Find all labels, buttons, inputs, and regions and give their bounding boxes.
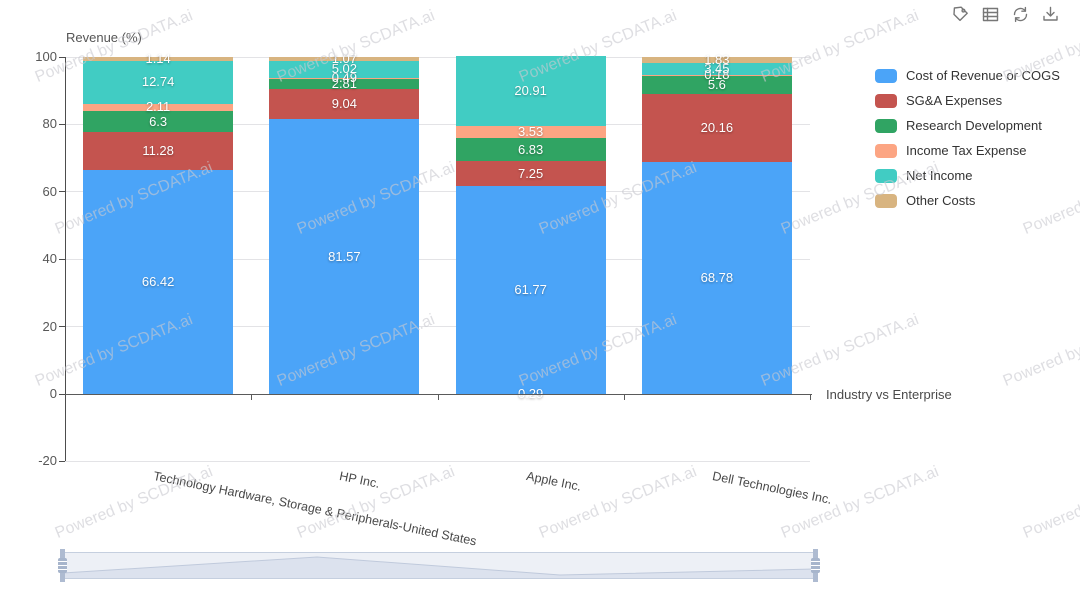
y-tick-label: 100 <box>35 49 57 64</box>
legend-swatch <box>875 143 897 158</box>
legend-swatch <box>875 118 897 133</box>
x-axis-tick <box>810 394 811 400</box>
chart-toolbox <box>951 5 1060 24</box>
x-category-label: HP Inc. <box>338 469 382 491</box>
x-axis-name: Industry vs Enterprise <box>826 387 952 402</box>
data-view-button[interactable] <box>981 5 1000 24</box>
legend-item[interactable]: Cost of Revenue or COGS <box>875 63 1060 88</box>
bar-segment[interactable] <box>641 63 792 75</box>
y-axis-tick <box>59 326 65 328</box>
bar-segment[interactable] <box>455 138 606 162</box>
bar-segment[interactable] <box>83 110 234 133</box>
bar-segment[interactable] <box>269 57 420 61</box>
bar-segment[interactable] <box>269 119 420 394</box>
watermark: Powered by SCDATA.ai <box>778 463 942 542</box>
y-tick-label: 20 <box>42 318 57 334</box>
bar-segment[interactable] <box>269 88 420 120</box>
legend-label: Research Development <box>906 118 1042 133</box>
gridline <box>65 258 810 260</box>
bar-segment[interactable] <box>455 185 606 394</box>
watermark: Powered by SCDATA.ai <box>52 463 216 542</box>
y-tick-label: 0 <box>49 386 57 401</box>
bar-segment[interactable] <box>83 60 234 104</box>
slider-preview <box>63 556 814 578</box>
bar-segment[interactable] <box>269 79 420 89</box>
y-axis-tick <box>59 56 65 58</box>
legend-swatch <box>875 68 897 83</box>
y-tick-label: 80 <box>42 116 57 132</box>
legend-item[interactable]: Net Income <box>875 163 1060 188</box>
watermark: Powered by SCDATA.ai <box>1020 463 1080 542</box>
bar-segment[interactable] <box>641 75 792 95</box>
bar-segment[interactable] <box>641 94 792 163</box>
y-tick-label: 40 <box>42 251 57 267</box>
gridline <box>65 191 810 193</box>
slider-handle-right-grip[interactable] <box>811 558 820 573</box>
legend-item[interactable]: SG&A Expenses <box>875 88 1060 113</box>
legend: Cost of Revenue or COGS SG&A Expenses Rese… <box>875 63 1060 213</box>
bar-segment[interactable] <box>269 77 420 80</box>
download-button[interactable] <box>1041 5 1060 24</box>
bar-segment[interactable] <box>455 56 606 127</box>
bar-segment[interactable] <box>83 57 234 61</box>
bar-segment[interactable] <box>83 103 234 111</box>
legend-swatch <box>875 168 897 183</box>
y-axis-tick <box>59 258 65 260</box>
slider-handle-left-grip[interactable] <box>58 558 67 573</box>
x-axis-tick <box>437 394 439 400</box>
y-tick-label: -20 <box>38 453 57 469</box>
bar-segment[interactable] <box>83 132 234 171</box>
gridline <box>65 123 810 125</box>
x-axis-tick <box>623 394 625 400</box>
data-view-icon <box>982 7 999 22</box>
y-axis-tick <box>59 393 65 395</box>
x-category-label: Apple Inc. <box>524 469 583 494</box>
legend-swatch <box>875 93 897 108</box>
legend-item[interactable]: Other Costs <box>875 188 1060 213</box>
bar-segment[interactable] <box>641 162 792 394</box>
bar-segment[interactable] <box>455 161 606 186</box>
bar-segment[interactable] <box>455 394 606 395</box>
y-axis-tick <box>59 460 65 462</box>
x-category-label: Technology Hardware, Storage & Periphera… <box>152 469 478 549</box>
legend-swatch <box>875 193 897 208</box>
watermark: Powered by SCDATA.ai <box>1000 311 1080 390</box>
legend-label: Other Costs <box>906 193 976 208</box>
legend-item[interactable]: Research Development <box>875 113 1060 138</box>
data-zoom-slider[interactable] <box>62 552 815 579</box>
download-icon <box>1043 6 1058 21</box>
y-axis-title: Revenue (%) <box>66 30 142 45</box>
y-axis-line <box>65 57 66 461</box>
legend-item[interactable]: Income Tax Expense <box>875 138 1060 163</box>
refresh-icon <box>1013 6 1028 23</box>
tag-button[interactable] <box>951 5 970 24</box>
refresh-button[interactable] <box>1011 5 1030 24</box>
legend-label: Income Tax Expense <box>906 143 1027 158</box>
bar-segment[interactable] <box>269 60 420 78</box>
bar-segment[interactable] <box>83 170 234 394</box>
y-axis-tick <box>59 123 65 125</box>
gridline <box>65 326 810 328</box>
legend-label: SG&A Expenses <box>906 93 1003 108</box>
legend-label: Net Income <box>906 168 973 183</box>
bar-segment[interactable] <box>641 57 792 64</box>
legend-label: Cost of Revenue or COGS <box>906 68 1060 83</box>
tag-icon <box>953 6 968 22</box>
x-axis-line <box>65 393 812 395</box>
bar-segment[interactable] <box>641 74 792 76</box>
gridline <box>65 56 810 58</box>
x-axis-tick <box>251 394 253 400</box>
x-category-label: Dell Technologies Inc. <box>711 469 833 507</box>
bar-segment[interactable] <box>455 126 606 139</box>
y-tick-label: 60 <box>42 183 57 199</box>
y-axis-tick <box>59 191 65 193</box>
gridline <box>65 460 810 462</box>
